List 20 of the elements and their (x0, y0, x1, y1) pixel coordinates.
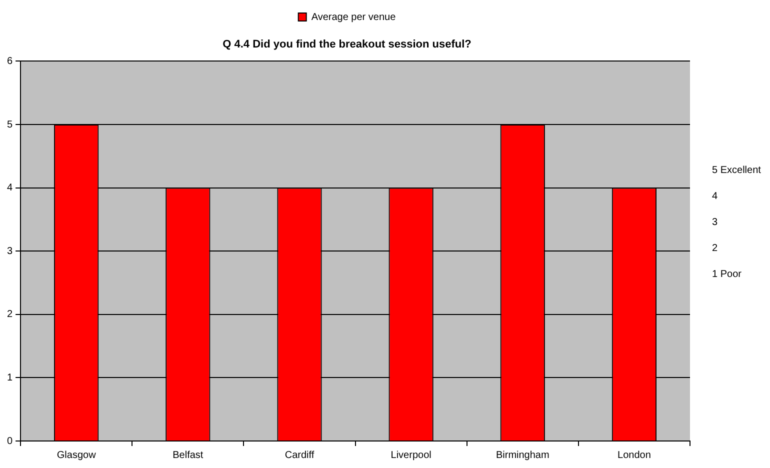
x-tick-label: Birmingham (496, 450, 550, 461)
text: 3 (712, 216, 719, 230)
x-tick-label: London (618, 450, 651, 461)
y-tick-label: 1 (7, 372, 13, 384)
text: 2 (712, 242, 719, 256)
y-tick-label: 0 (7, 436, 13, 447)
y-tick-label: 6 (7, 56, 13, 67)
text: 5 Excellent (712, 164, 761, 178)
text: 4 (712, 190, 719, 204)
text: 1 Poor (712, 268, 742, 282)
chart-title: Q 4.4 Did you find the breakout session useful? (222, 38, 472, 51)
y-tick-label: 2 (7, 309, 13, 320)
x-tick-label: Belfast (172, 450, 204, 461)
legend-label: Average per venue (311, 12, 396, 23)
y-tick-label: 5 (7, 119, 13, 130)
y-tick-label: 4 (7, 182, 13, 194)
y-tick-label: 3 (7, 246, 13, 257)
x-tick-label: Liverpool (390, 450, 432, 461)
x-tick-label: Cardiff (284, 450, 314, 461)
x-tick-label: Glasgow (56, 450, 97, 461)
